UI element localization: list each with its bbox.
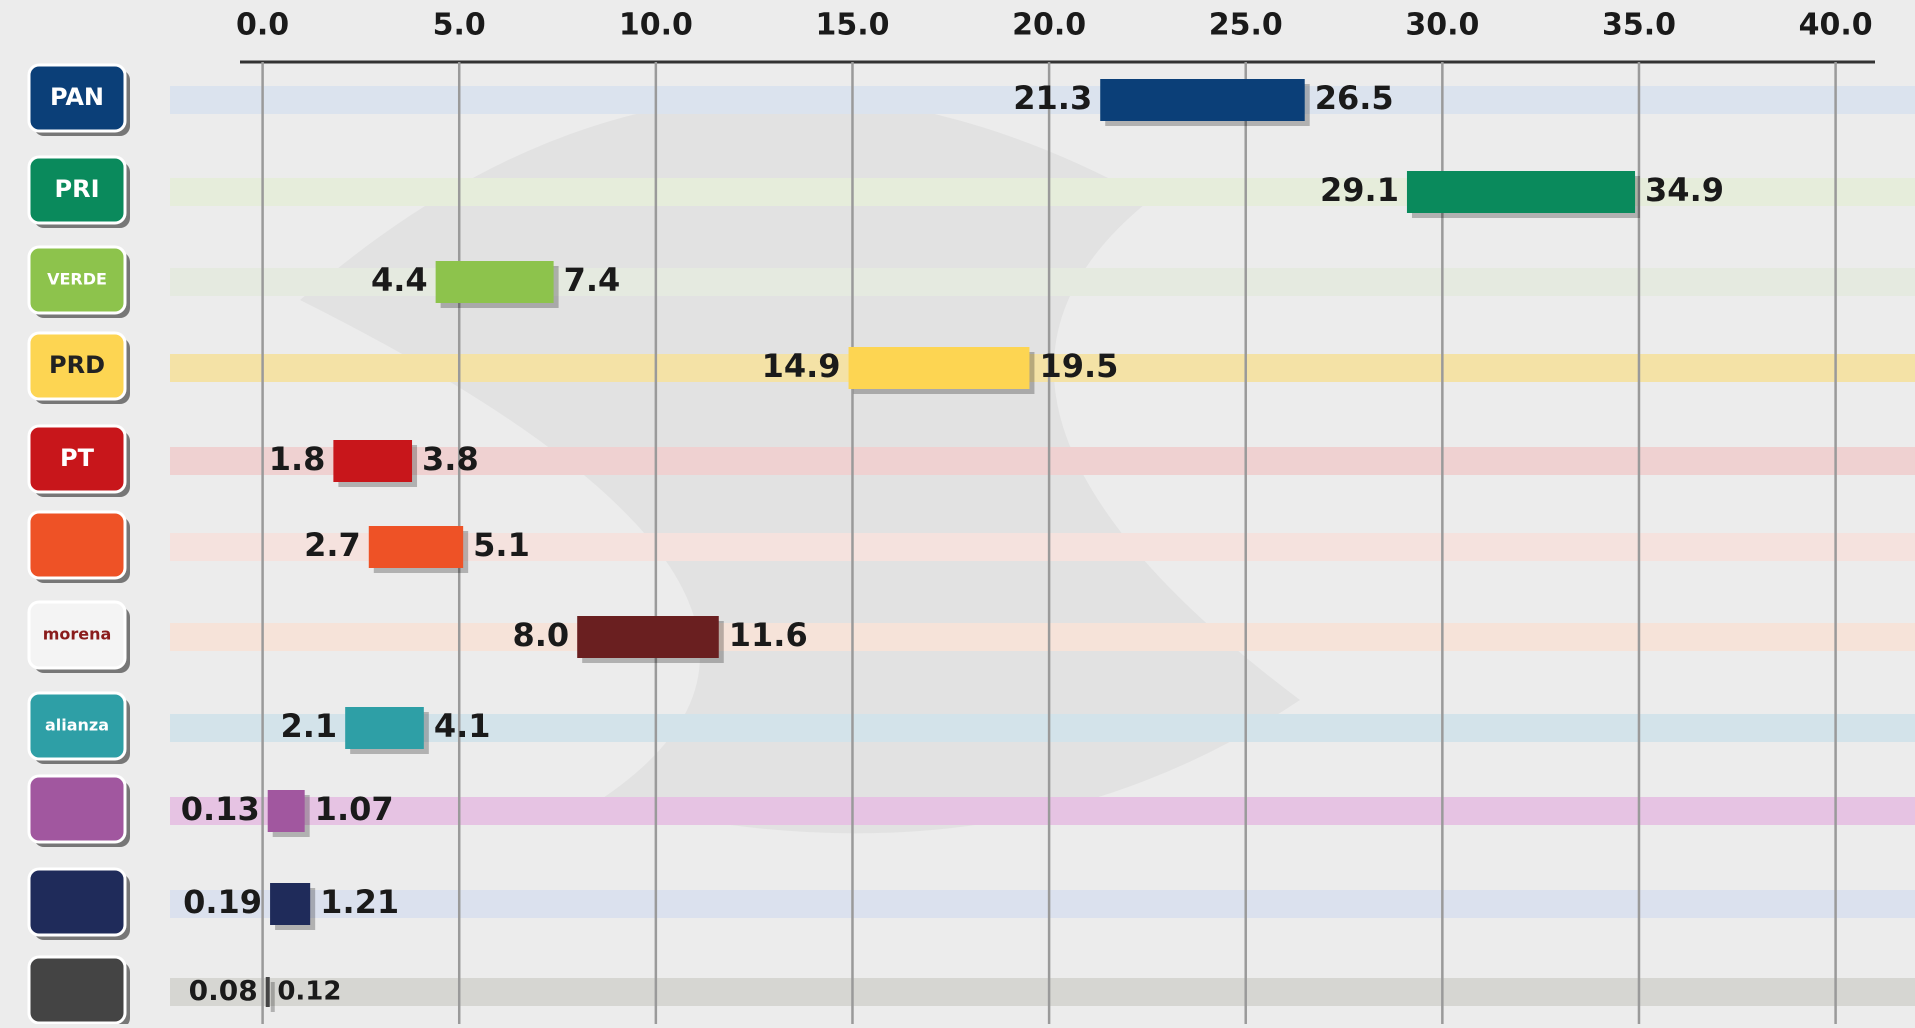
track xyxy=(170,86,1915,114)
range-bar xyxy=(1406,171,1636,213)
high-label: 0.12 xyxy=(277,977,341,1007)
x-tick-label: 25.0 xyxy=(1209,8,1283,43)
low-label: 29.1 xyxy=(1320,171,1399,209)
party-name: PRI xyxy=(55,175,100,203)
range-bar xyxy=(267,790,305,832)
low-label: 8.0 xyxy=(513,616,570,654)
party-logo xyxy=(27,424,127,494)
range-bar xyxy=(265,977,270,1007)
range-bar xyxy=(368,526,464,568)
bar-shadow xyxy=(270,982,275,1012)
low-label: 0.08 xyxy=(189,974,258,1007)
high-label: 1.07 xyxy=(315,790,394,828)
party-logo xyxy=(27,331,127,401)
low-label: 0.13 xyxy=(181,790,260,828)
high-label: 19.5 xyxy=(1039,347,1118,385)
range-bar xyxy=(1100,79,1305,121)
track xyxy=(170,714,1915,742)
x-tick-label: 20.0 xyxy=(1012,8,1086,43)
track xyxy=(170,268,1915,296)
low-label: 1.8 xyxy=(269,440,326,478)
low-label: 21.3 xyxy=(1013,79,1092,117)
party-logo xyxy=(27,245,127,315)
high-label: 34.9 xyxy=(1645,171,1724,209)
range-bar xyxy=(345,707,424,749)
x-tick-label: 15.0 xyxy=(815,8,889,43)
party-logo xyxy=(27,510,127,580)
party-name: PAN xyxy=(50,83,104,111)
party-name: PT xyxy=(60,444,95,472)
high-label: 7.4 xyxy=(564,261,621,299)
range-bar xyxy=(848,347,1030,389)
x-tick-label: 10.0 xyxy=(619,8,693,43)
high-label: 4.1 xyxy=(434,707,491,745)
low-label: 4.4 xyxy=(371,261,428,299)
range-bar xyxy=(333,440,413,482)
high-label: 1.21 xyxy=(320,883,399,921)
x-tick-label: 0.0 xyxy=(236,8,289,43)
party-logo xyxy=(27,867,127,937)
party-name: VERDE xyxy=(47,270,107,289)
low-label: 2.7 xyxy=(304,526,361,564)
range-bar xyxy=(577,616,719,658)
party-name: morena xyxy=(43,625,112,644)
party-name: alianza xyxy=(45,716,109,735)
range-bar xyxy=(270,883,311,925)
party-logo xyxy=(27,691,127,761)
high-label: 5.1 xyxy=(473,526,530,564)
low-label: 2.1 xyxy=(280,707,337,745)
high-label: 3.8 xyxy=(422,440,479,478)
party-name: PRD xyxy=(49,351,105,379)
high-label: 26.5 xyxy=(1315,79,1394,117)
track xyxy=(170,623,1915,651)
range-bar xyxy=(435,261,554,303)
track xyxy=(170,797,1915,825)
low-label: 0.19 xyxy=(183,883,262,921)
track xyxy=(170,890,1915,918)
x-tick-label: 40.0 xyxy=(1799,8,1873,43)
x-tick-label: 5.0 xyxy=(433,8,486,43)
x-tick-label: 30.0 xyxy=(1405,8,1479,43)
high-label: 11.6 xyxy=(729,616,808,654)
party-logo xyxy=(27,600,127,670)
track xyxy=(170,354,1915,382)
track xyxy=(170,447,1915,475)
track xyxy=(170,978,1915,1006)
party-logo xyxy=(27,155,127,225)
low-label: 14.9 xyxy=(762,347,841,385)
party-logo xyxy=(27,955,127,1025)
party-logo xyxy=(27,774,127,844)
party-logo xyxy=(27,63,127,133)
x-tick-label: 35.0 xyxy=(1602,8,1676,43)
